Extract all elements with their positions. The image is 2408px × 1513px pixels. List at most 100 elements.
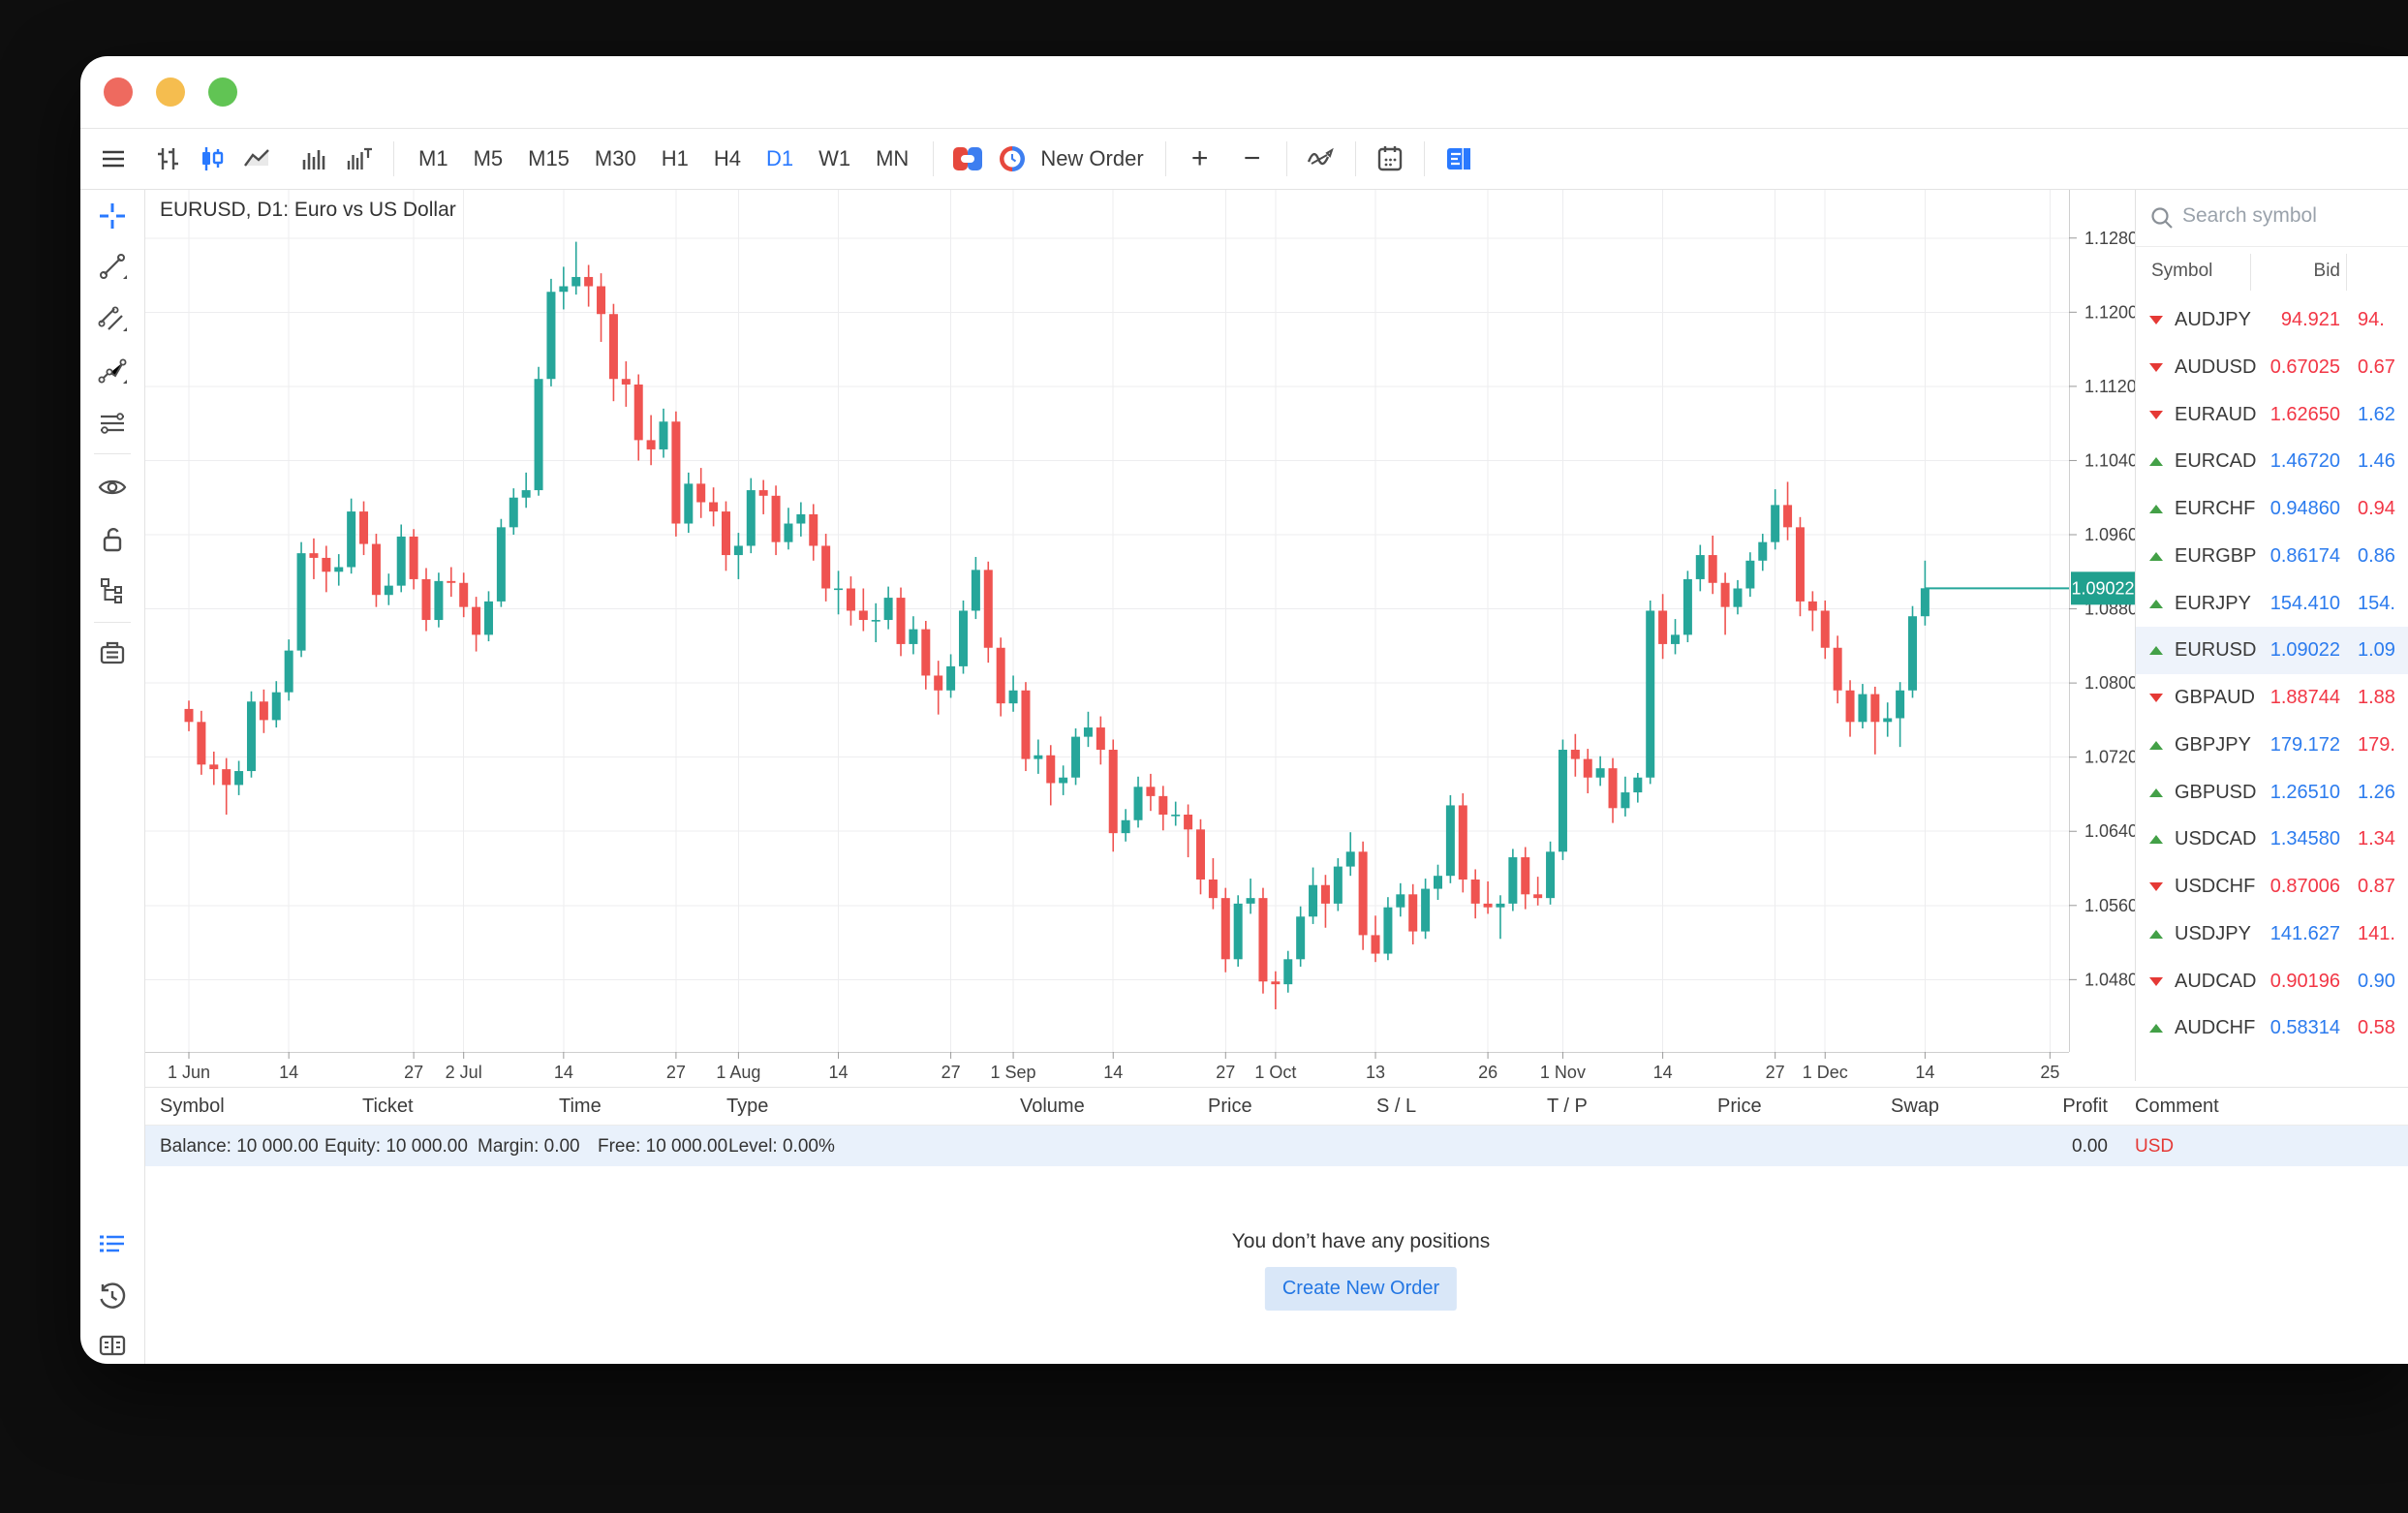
timeframe-W1[interactable]: W1 (818, 146, 851, 170)
close-window-button[interactable] (104, 77, 133, 107)
symbol-row-AUDJPY[interactable]: AUDJPY 94.921 94. (2136, 296, 2408, 344)
symbol-row-USDJPY[interactable]: USDJPY 141.627 141. (2136, 911, 2408, 958)
timeframe-D1[interactable]: D1 (765, 146, 794, 170)
positions-column-type[interactable]: Type (726, 1096, 769, 1117)
positions-column-profit[interactable]: Profit (2062, 1096, 2108, 1117)
arrow-down-icon (2149, 410, 2163, 419)
positions-column-symbol[interactable]: Symbol (160, 1096, 225, 1117)
timeframe-M30[interactable]: M30 (594, 146, 636, 170)
svg-text:2 Jul: 2 Jul (446, 1063, 482, 1082)
positions-column-tp[interactable]: T / P (1547, 1096, 1588, 1117)
positions-column-time[interactable]: Time (559, 1096, 602, 1117)
bid-price: 1.26510 (2269, 781, 2340, 803)
zoom-in-button[interactable]: + (1190, 142, 1209, 174)
indicators-icon[interactable] (1299, 137, 1343, 181)
symbol-row-AUDCAD[interactable]: AUDCAD 0.90196 0.90 (2136, 958, 2408, 1005)
symbol-name: EURJPY (2175, 592, 2251, 614)
timeframe-MN[interactable]: MN (876, 146, 910, 170)
symbol-row-USDCAD[interactable]: USDCAD 1.34580 1.34 (2136, 816, 2408, 863)
bid-price: 141.627 (2269, 922, 2340, 944)
bid-price: 1.09022 (2269, 639, 2340, 662)
positions-column-swap[interactable]: Swap (1891, 1096, 1940, 1117)
svg-text:25: 25 (2040, 1063, 2059, 1082)
symbol-row-EURAUD[interactable]: EURAUD 1.62650 1.62 (2136, 391, 2408, 439)
symbol-row-AUDCHF[interactable]: AUDCHF 0.58314 0.58 (2136, 1004, 2408, 1052)
symbol-row-EURJPY[interactable]: EURJPY 154.410 154. (2136, 580, 2408, 628)
new-order-icon[interactable] (990, 137, 1034, 181)
bars-chart-icon[interactable] (145, 137, 190, 181)
symbol-search-field[interactable]: Search symbol (2136, 190, 2408, 247)
sidebar-divider (94, 622, 131, 623)
drawing-tools-sidebar (80, 190, 145, 1364)
candlestick-chart[interactable]: 1.128001.120001.112001.104001.096001.088… (145, 190, 2147, 1086)
hamburger-menu-icon[interactable] (80, 144, 145, 173)
trade-list-icon[interactable] (96, 1228, 129, 1261)
ask-price: 179. (2358, 733, 2395, 756)
arrow-down-icon (2149, 362, 2163, 372)
symbol-row-EURGBP[interactable]: EURGBP 0.86174 0.86 (2136, 533, 2408, 580)
tick-volume-icon[interactable] (337, 137, 382, 181)
symbol-row-EURCAD[interactable]: EURCAD 1.46720 1.46 (2136, 438, 2408, 485)
svg-text:1.07200: 1.07200 (2084, 748, 2135, 767)
horizontal-lines-icon[interactable] (96, 407, 129, 440)
zoom-window-button[interactable] (208, 77, 237, 107)
column-header-symbol[interactable]: Symbol (2151, 261, 2213, 281)
symbol-name: EURCHF (2175, 498, 2256, 519)
svg-text:13: 13 (1366, 1063, 1385, 1082)
new-order-button[interactable]: New Order (1040, 146, 1144, 170)
symbol-row-GBPUSD[interactable]: GBPUSD 1.26510 1.26 (2136, 769, 2408, 817)
timeframe-M1[interactable]: M1 (418, 146, 448, 170)
timeframe-M5[interactable]: M5 (473, 146, 504, 170)
symbol-row-GBPJPY[interactable]: GBPJPY 179.172 179. (2136, 722, 2408, 769)
ask-price: 141. (2358, 922, 2395, 944)
journal-icon[interactable] (96, 1329, 129, 1362)
create-new-order-button[interactable]: Create New Order (1264, 1267, 1458, 1311)
minimize-window-button[interactable] (156, 77, 185, 107)
ask-price: 0.67 (2358, 355, 2395, 378)
positions-column-ticket[interactable]: Ticket (362, 1096, 414, 1117)
volume-icon[interactable] (293, 137, 337, 181)
symbol-row-AUDUSD[interactable]: AUDUSD 0.67025 0.67 (2136, 344, 2408, 391)
candlestick-chart-icon[interactable] (190, 137, 234, 181)
one-click-trading-icon[interactable] (945, 137, 990, 181)
channel-icon[interactable] (96, 302, 129, 335)
symbol-row-EURUSD[interactable]: EURUSD 1.09022 1.09 (2136, 627, 2408, 674)
positions-column-price[interactable]: Price (1208, 1096, 1252, 1117)
arrow-up-icon (2149, 505, 2163, 513)
symbol-row-GBPAUD[interactable]: GBPAUD 1.88744 1.88 (2136, 674, 2408, 722)
positions-column-sl[interactable]: S / L (1376, 1096, 1417, 1117)
positions-column-price[interactable]: Price (1717, 1096, 1762, 1117)
chart-area[interactable]: EURUSD, D1: Euro vs US Dollar 1.128001.1… (145, 190, 2147, 1086)
line-chart-icon[interactable] (234, 137, 279, 181)
zoom-out-button[interactable]: − (1243, 142, 1261, 174)
bid-price: 0.67025 (2269, 355, 2340, 378)
unlock-icon[interactable] (96, 523, 129, 556)
visibility-eye-icon[interactable] (96, 471, 129, 504)
arrow-down-icon (2149, 316, 2163, 324)
trend-line-icon[interactable] (96, 250, 129, 283)
balance-item: Equity: 10 000.00 (324, 1136, 468, 1157)
symbol-row-EURCHF[interactable]: EURCHF 0.94860 0.94 (2136, 485, 2408, 533)
bid-price: 0.87006 (2269, 876, 2340, 897)
search-placeholder: Search symbol (2182, 204, 2317, 227)
timeframe-H1[interactable]: H1 (661, 146, 689, 170)
symbol-name: GBPAUD (2175, 687, 2255, 708)
positions-column-volume[interactable]: Volume (1020, 1096, 1085, 1117)
symbol-name: AUDCAD (2175, 970, 2257, 992)
svg-text:27: 27 (1216, 1063, 1235, 1082)
column-header-bid[interactable]: Bid (2313, 261, 2340, 281)
calendar-icon[interactable] (1368, 137, 1412, 181)
arrow-down-icon (2149, 976, 2163, 986)
symbol-row-USDCHF[interactable]: USDCHF 0.87006 0.87 (2136, 863, 2408, 911)
positions-column-comment[interactable]: Comment (2135, 1096, 2219, 1117)
timeframe-M15[interactable]: M15 (528, 146, 570, 170)
symbol-name: GBPJPY (2175, 733, 2251, 756)
crosshair-icon[interactable] (96, 200, 129, 232)
svg-text:27: 27 (666, 1063, 686, 1082)
polyline-icon[interactable] (96, 355, 129, 387)
timeframe-H4[interactable]: H4 (713, 146, 741, 170)
printer-icon[interactable] (96, 637, 129, 670)
objects-tree-icon[interactable] (96, 573, 129, 606)
market-watch-toggle-icon[interactable] (1436, 137, 1481, 181)
history-icon[interactable] (96, 1281, 129, 1313)
